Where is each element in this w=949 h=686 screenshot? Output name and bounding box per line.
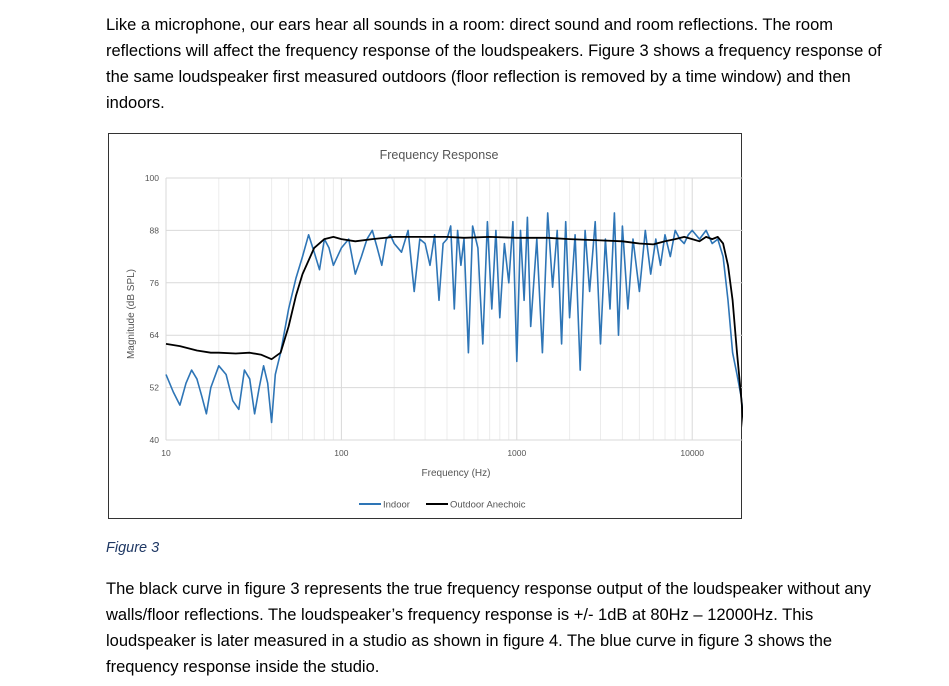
y-axis-label: Magnitude (dB SPL)	[126, 269, 137, 359]
x-tick-label: 1000	[507, 448, 526, 458]
x-axis-label: Frequency (Hz)	[422, 468, 491, 479]
y-tick-label: 100	[145, 173, 159, 183]
paragraph-explanation: The black curve in figure 3 represents t…	[106, 580, 871, 676]
paragraph-intro: Like a microphone, our ears hear all sou…	[106, 16, 882, 112]
y-tick-label: 40	[150, 435, 160, 445]
y-tick-label: 88	[150, 225, 160, 235]
series-line-indoor	[165, 212, 743, 424]
frequency-response-chart: Frequency Response Magnitude (dB SPL) Fr…	[126, 148, 743, 511]
x-tick-label: 100	[334, 448, 348, 458]
figure-caption: Figure 3	[106, 540, 160, 556]
y-tick-label: 76	[150, 278, 160, 288]
chart-title: Frequency Response	[380, 148, 499, 162]
y-tick-label: 52	[150, 383, 160, 393]
legend-label-indoor: Indoor	[383, 500, 410, 511]
legend-label-outdoor: Outdoor Anechoic	[450, 500, 526, 511]
figure-3-frame: Frequency Response Magnitude (dB SPL) Fr…	[108, 133, 743, 519]
x-tick-label: 10000	[680, 448, 704, 458]
series-line-outdoor-anechoic	[165, 236, 743, 428]
y-tick-label: 64	[150, 330, 160, 340]
chart-legend: Indoor Outdoor Anechoic	[359, 500, 526, 511]
x-tick-label: 10	[161, 448, 171, 458]
